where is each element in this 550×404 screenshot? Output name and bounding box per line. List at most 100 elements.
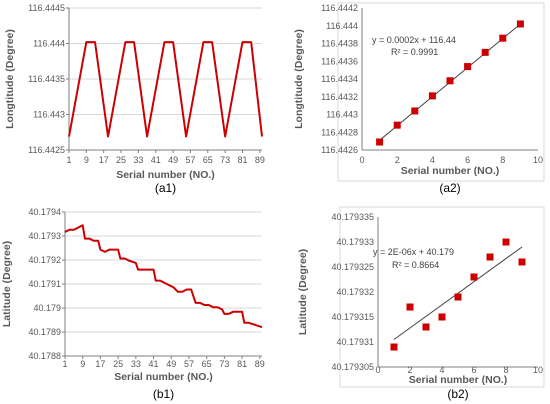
y-axis-label: Latitude (Degree) (297, 249, 309, 335)
x-tick-label: 8 (503, 365, 508, 375)
y-axis-label: Longtitude (Degree) (293, 29, 305, 129)
y-tick-label: 40.179335 (331, 212, 374, 222)
x-tick-label: 25 (116, 155, 126, 165)
x-tick-label: 1 (66, 155, 71, 165)
panel-label: (b1) (153, 387, 174, 401)
data-point (393, 121, 401, 129)
data-point (406, 303, 414, 311)
x-tick-label: 10 (533, 155, 543, 165)
y-tick-label: 40.1792 (28, 255, 61, 265)
y-tick-label: 116.4435 (28, 74, 65, 84)
x-tick-label: 10 (533, 365, 543, 375)
x-tick-label: 41 (151, 155, 161, 165)
x-tick-label: 89 (255, 359, 265, 369)
x-tick-label: 33 (133, 155, 143, 165)
x-tick-label: 6 (471, 365, 476, 375)
x-tick-label: 17 (99, 155, 109, 165)
data-point (499, 34, 507, 42)
data-point (446, 77, 454, 85)
data-point (422, 323, 430, 331)
y-tick-label: 116.444 (326, 21, 358, 31)
x-tick-label: 73 (219, 359, 229, 369)
y-tick-label: 116.4445 (28, 3, 65, 13)
data-point (502, 238, 510, 246)
x-tick-label: 65 (203, 155, 213, 165)
data-point (518, 258, 526, 266)
x-axis-label: Serial number (NO.) (116, 169, 215, 181)
x-tick-label: 73 (220, 155, 230, 165)
data-point (481, 48, 489, 56)
data-point (464, 63, 472, 71)
trendline-equation: y = 0.0002x + 116.44 (372, 35, 456, 45)
x-tick-label: 89 (255, 155, 265, 165)
y-tick-label: 116.4436 (321, 56, 358, 66)
y-tick-label: 40.179 (33, 303, 61, 313)
y-tick-label: 40.1791 (28, 279, 61, 289)
chart-b2: 40.179335 40.17933 40.179325 40.17932 40.179… (297, 206, 545, 401)
y-tick-label: 116.443 (33, 110, 65, 120)
x-tick-label: 81 (237, 155, 247, 165)
y-tick-label: 116.4434 (321, 74, 358, 84)
data-point (516, 20, 524, 28)
x-tick-label: 57 (184, 359, 194, 369)
data-point (486, 253, 494, 261)
y-tick-label: 40.17932 (336, 287, 374, 297)
x-tick-label: 1 (62, 359, 67, 369)
x-tick-label: 2 (395, 155, 400, 165)
x-axis-label: Serial number (NO.) (409, 374, 508, 386)
y-tick-label: 116.4442 (321, 3, 358, 13)
trendline-equation: y = 2E-06x + 40.179 (373, 247, 454, 257)
x-tick-label: 65 (202, 359, 212, 369)
y-axis-label: Longtitude (Degree) (4, 29, 16, 129)
y-tick-label: 40.179315 (331, 312, 374, 322)
x-tick-label: 33 (131, 359, 141, 369)
y-tick-label: 116.4425 (28, 145, 65, 155)
y-tick-label: 116.444 (33, 39, 65, 49)
y-tick-label: 40.17933 (336, 237, 374, 247)
y-tick-label: 40.179305 (331, 362, 374, 372)
x-tick-label: 0 (359, 155, 364, 165)
x-axis-label: Serial number (NO.) (401, 165, 500, 177)
y-tick-label: 116.443 (326, 110, 358, 120)
data-point (376, 138, 384, 146)
y-tick-label: 40.17931 (336, 337, 374, 347)
y-tick-label: 40.1789 (28, 327, 61, 337)
chart-border (339, 206, 545, 388)
y-tick-label: 40.1793 (28, 231, 61, 241)
panel-label: (a1) (155, 181, 176, 195)
r-squared-label: R² = 0.9991 (391, 47, 438, 57)
x-tick-label: 4 (439, 365, 444, 375)
x-tick-label: 6 (465, 155, 470, 165)
x-axis-label: Serial number (NO.) (114, 371, 213, 383)
x-tick-label: 9 (84, 155, 89, 165)
data-point (428, 92, 436, 100)
r-squared-label: R² = 0.8664 (392, 260, 439, 270)
x-tick-label: 81 (237, 359, 247, 369)
series-line (64, 224, 263, 329)
chart-a2: 116.4442116.444116.4438116.4436116.44341… (293, 2, 545, 195)
x-tick-label: 41 (149, 359, 159, 369)
y-tick-label: 40.1788 (28, 351, 61, 361)
y-tick-label: 116.4428 (321, 127, 358, 137)
y-tick-label: 116.4432 (321, 92, 358, 102)
y-tick-label: 40.1794 (28, 207, 61, 217)
series-line (68, 41, 263, 138)
y-tick-label: 116.4426 (321, 145, 358, 155)
x-tick-label: 2 (407, 365, 412, 375)
x-tick-label: 25 (113, 359, 123, 369)
data-point (438, 313, 446, 321)
data-point (411, 107, 419, 115)
y-tick-label: 116.4438 (321, 39, 358, 49)
y-axis-label: Latitude (Degree) (1, 241, 13, 327)
x-tick-label: 8 (500, 155, 505, 165)
data-point (454, 293, 462, 301)
x-tick-label: 0 (375, 365, 380, 375)
chart-border (337, 2, 545, 182)
x-tick-label: 49 (168, 155, 178, 165)
y-tick-label: 40.179325 (331, 262, 374, 272)
x-tick-label: 9 (80, 359, 85, 369)
data-point (470, 273, 478, 281)
panel-label: (a2) (439, 181, 460, 195)
